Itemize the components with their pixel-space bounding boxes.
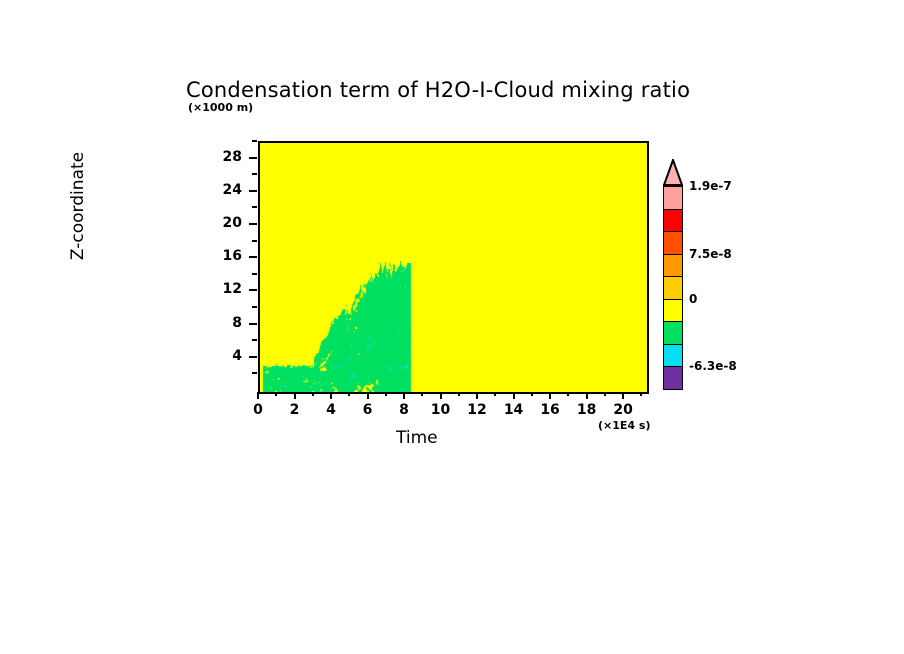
chart-title: Condensation term of H2O-I-Cloud mixing …: [186, 78, 691, 102]
colorbar-tick-label: 1.9e-7: [689, 179, 732, 193]
y-tick-minor: [252, 339, 257, 342]
x-tick-major: [366, 392, 369, 399]
colorbar-tick-label: 7.5e-8: [689, 246, 732, 261]
x-tick-major: [439, 392, 442, 399]
x-tick-label: 6: [362, 402, 373, 418]
x-tick-minor: [530, 392, 533, 396]
y-tick-minor: [252, 272, 257, 275]
y-axis-unit-annotation: (×1000 m): [188, 101, 254, 114]
x-tick-minor: [567, 392, 570, 396]
colorbar-band: [663, 321, 683, 345]
x-tick-minor: [275, 392, 278, 396]
colorbar-band: [663, 253, 683, 278]
x-tick-major: [257, 392, 259, 399]
x-tick-minor: [640, 392, 643, 396]
y-tick-minor: [252, 206, 257, 209]
y-tick-minor: [252, 140, 257, 142]
colorbar-band: [663, 276, 683, 300]
x-tick-major: [512, 392, 515, 399]
x-tick-major: [403, 392, 406, 399]
colorbar-band: [663, 298, 683, 323]
x-tick-label: 20: [613, 402, 633, 418]
y-tick-major: [249, 256, 257, 259]
y-tick-major: [249, 189, 257, 192]
x-axis-unit-annotation: (×1E4 s): [598, 419, 651, 432]
x-tick-label: 18: [576, 402, 597, 418]
x-tick-major: [476, 392, 479, 399]
x-tick-minor: [603, 392, 606, 396]
x-tick-minor: [384, 392, 387, 396]
x-tick-label: 8: [399, 402, 409, 418]
contour-field: [260, 143, 647, 392]
x-tick-label: 4: [326, 402, 336, 418]
plot-area: [258, 141, 649, 394]
x-tick-major: [330, 392, 333, 399]
colorbar-band: [663, 231, 683, 255]
x-tick-major: [549, 392, 552, 399]
colorbar-tick-label: 0: [689, 291, 698, 306]
y-tick-label: 24: [222, 181, 242, 198]
x-tick-major: [622, 392, 625, 399]
x-tick-minor: [348, 392, 351, 396]
y-tick-minor: [252, 173, 257, 176]
y-tick-label: 8: [232, 314, 242, 331]
colorbar-band: [663, 208, 683, 233]
y-tick-major: [249, 156, 257, 159]
x-tick-label: 2: [289, 402, 300, 418]
colorbar-extend-arrow: [662, 157, 684, 186]
y-tick-major: [249, 355, 257, 358]
y-tick-label: 16: [222, 248, 242, 265]
x-tick-minor: [457, 392, 460, 396]
y-tick-major: [249, 289, 257, 292]
y-tick-minor: [252, 306, 257, 308]
colorbar: 1.9e-7 7.5e-8 0 -6.3e-8: [662, 157, 783, 399]
x-tick-minor: [311, 392, 314, 396]
y-tick-label: 20: [222, 215, 242, 231]
x-tick-major: [585, 392, 588, 399]
x-tick-label: 16: [540, 402, 560, 418]
colorbar-band: [663, 186, 683, 210]
x-tick-label: 10: [430, 402, 451, 418]
y-tick-minor: [252, 372, 257, 375]
x-tick-label: 14: [503, 402, 524, 418]
x-tick-major: [293, 392, 296, 399]
y-axis-label: Z-coordinate: [68, 151, 88, 261]
x-tick-label: 0: [253, 402, 263, 418]
y-tick-label: 4: [232, 347, 242, 364]
colorbar-band: [663, 366, 683, 390]
colorbar-tick-label: -6.3e-8: [689, 359, 737, 373]
y-tick-label: 12: [222, 281, 242, 298]
x-tick-label: 12: [467, 402, 487, 418]
colorbar-band: [663, 343, 683, 368]
y-tick-minor: [252, 239, 257, 242]
y-tick-major: [249, 223, 257, 225]
y-tick-major: [249, 322, 257, 325]
x-tick-minor: [421, 392, 424, 396]
x-axis-label: Time: [396, 428, 438, 448]
x-tick-minor: [494, 392, 497, 396]
y-tick-label: 28: [222, 148, 242, 165]
